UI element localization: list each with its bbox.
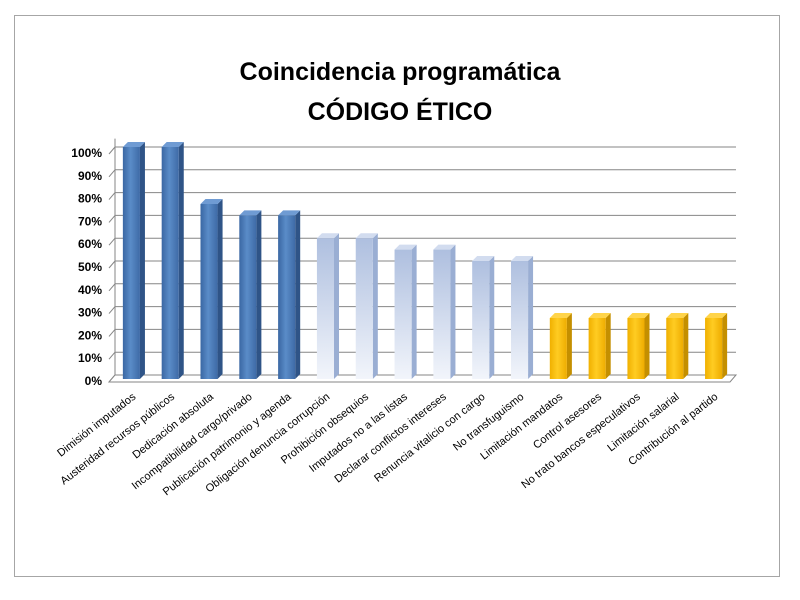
bar <box>355 233 378 379</box>
bar-side <box>295 210 301 379</box>
chart-title: Coincidencia programática <box>239 58 561 86</box>
bar-front <box>666 318 684 379</box>
x-tick-label: Control asesores <box>531 391 604 452</box>
bar-side <box>217 199 223 379</box>
gridline-diagonal <box>108 192 116 200</box>
bar-top <box>433 244 456 250</box>
bar-side <box>722 313 728 379</box>
bar-side <box>450 244 456 379</box>
bar-front <box>122 147 140 379</box>
bar-front <box>433 249 451 379</box>
bar-front <box>394 249 412 379</box>
bar-front <box>278 215 296 379</box>
bar-front <box>627 318 645 379</box>
y-tick-label: 100% <box>71 146 102 160</box>
bar-top <box>627 313 650 318</box>
gridline-diagonal <box>108 283 116 292</box>
bar <box>278 210 301 379</box>
bar <box>549 313 572 379</box>
bar-front <box>510 261 529 379</box>
bar <box>200 199 223 379</box>
bar-top <box>122 142 145 147</box>
bar <box>705 313 728 379</box>
bar-top <box>510 256 534 261</box>
bar-top <box>666 313 689 318</box>
bar <box>122 142 145 379</box>
gridline-diagonal <box>108 237 116 246</box>
gridline-diagonal <box>108 169 116 178</box>
bar-top <box>394 244 417 250</box>
bar-top <box>239 210 262 216</box>
chart-subtitle: CÓDIGO ÉTICO <box>307 98 493 126</box>
y-tick-label: 50% <box>78 260 102 274</box>
bar-top <box>278 210 301 216</box>
y-tick-label: 80% <box>78 192 102 206</box>
bar-side <box>683 313 689 379</box>
bar-front <box>239 215 257 379</box>
y-tick-label: 0% <box>85 374 103 388</box>
gridline-diagonal <box>108 260 116 269</box>
bar-side <box>489 256 495 379</box>
gridline-diagonal <box>108 146 116 155</box>
bar-side <box>644 313 650 379</box>
bar-front <box>355 238 373 379</box>
bar <box>161 142 184 379</box>
bar-top <box>588 313 611 318</box>
gridline-diagonal <box>108 215 116 223</box>
bar <box>588 313 611 379</box>
bar-top <box>316 233 340 239</box>
bar-front <box>549 318 567 379</box>
bar <box>510 256 534 379</box>
bar <box>316 233 340 379</box>
bar-side <box>178 142 184 379</box>
gridline-diagonal <box>108 306 116 314</box>
y-tick-label: 40% <box>78 283 102 297</box>
y-tick-label: 30% <box>78 306 102 320</box>
bar-side <box>334 233 340 379</box>
gridline-diagonal <box>108 351 116 360</box>
bar-top <box>705 313 728 318</box>
bar-top <box>549 313 572 318</box>
bar-top <box>200 199 223 204</box>
y-tick-label: 10% <box>78 351 102 365</box>
y-tick-label: 70% <box>78 214 102 228</box>
bar-top <box>161 142 184 147</box>
bar-side <box>372 233 378 379</box>
y-axis: 0% 10% 20% 30% 40% 50% 60% 70% 80% 90% 100% <box>71 138 738 388</box>
y-tick-label: 90% <box>78 169 102 183</box>
bar-side <box>566 313 572 379</box>
y-tick-label: 60% <box>78 237 102 251</box>
bar <box>627 313 650 379</box>
bar <box>666 313 689 379</box>
bars <box>122 142 728 379</box>
bar-side <box>605 313 611 379</box>
bar <box>394 244 417 379</box>
gridline-diagonal <box>108 329 116 337</box>
bar-front <box>588 318 606 379</box>
bar-front <box>316 238 335 379</box>
bar-front <box>705 318 723 379</box>
bar-side <box>528 256 534 379</box>
bar-side <box>139 142 145 379</box>
bar-top <box>472 256 495 261</box>
bar <box>433 244 456 379</box>
bar-side <box>256 210 262 379</box>
bar-front <box>161 147 179 379</box>
bar-side <box>411 244 417 379</box>
bar-front <box>200 204 218 379</box>
bar <box>239 210 262 379</box>
bar-front <box>472 261 490 379</box>
y-tick-label: 20% <box>78 328 102 342</box>
bar-top <box>355 233 378 239</box>
bar <box>472 256 495 379</box>
